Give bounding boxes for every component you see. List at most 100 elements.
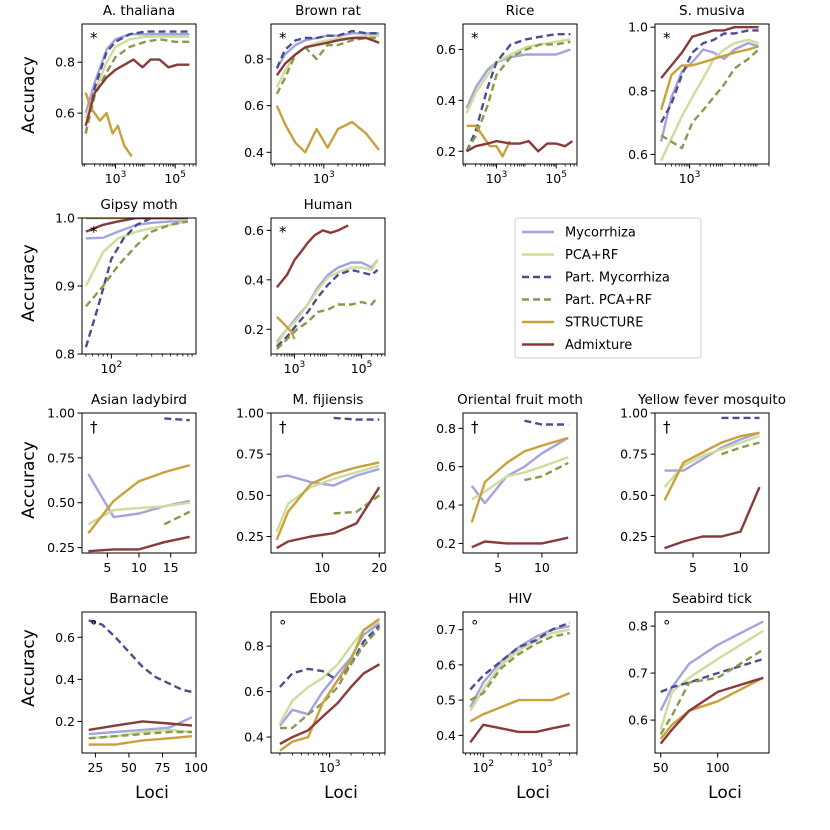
y-tick-label: 0.75 <box>47 450 75 465</box>
y-tick-label: 0.7 <box>436 622 456 637</box>
series-line-mycorrhiza <box>278 622 381 727</box>
series-group <box>88 619 193 746</box>
subplot-title: Barnacle <box>109 591 168 607</box>
y-tick-label: 1.00 <box>47 406 75 421</box>
y-tick-label: 0.6 <box>628 147 648 162</box>
series-line-part-pca-rf <box>163 510 191 526</box>
subplot-human: Human * 103 105 0.2 0.4 0.6 <box>244 197 386 376</box>
legend-label: Admixture <box>565 338 632 353</box>
series-line-pca-rf <box>84 220 189 287</box>
x-tick-label: 103 <box>486 170 508 186</box>
x-tick-label: 103 <box>105 170 127 186</box>
legend-entry-part-mycorrhiza: Part. Mycorrhiza <box>522 271 670 286</box>
subplot-title: HIV <box>508 591 532 607</box>
legend-entry-mycorrhiza: Mycorrhiza <box>522 226 636 241</box>
x-tick-label: 5 <box>494 560 502 575</box>
series-line-admixture <box>469 723 570 744</box>
series-line-part-pca-rf <box>333 494 381 515</box>
subplot-title: M. fijiensis <box>293 392 364 408</box>
subplot-title: Seabird tick <box>672 591 752 607</box>
series-line-admixture <box>279 663 380 745</box>
series-line-pca-rf <box>659 629 764 730</box>
series-line-part-pca-rf <box>524 461 569 482</box>
y-tick-label: 1.00 <box>620 406 648 421</box>
series-line-part-pca-rf <box>84 220 189 308</box>
series-line-part-mycorrhiza <box>164 417 190 422</box>
series-group <box>278 617 381 752</box>
significance-marker: * <box>90 223 98 241</box>
series-line-admixture <box>660 26 759 79</box>
series-line-admixture <box>85 218 188 233</box>
plot-frame <box>81 23 197 165</box>
significance-marker: † <box>90 418 98 436</box>
y-tick-label: 0.6 <box>436 459 456 474</box>
subplot-m-fijiensis: M. fijiensis † 10 20 0.25 0.50 0.75 1.00 <box>236 392 387 575</box>
series-line-part-mycorrhiza <box>84 30 190 134</box>
x-tick-label: 103 <box>679 170 701 186</box>
y-tick-label: 0.75 <box>236 447 264 462</box>
x-tick-label: 10 <box>131 560 147 575</box>
x-tick-label: 102 <box>101 360 123 376</box>
y-tick-label: 0.6 <box>436 42 456 57</box>
series-line-pca-rf <box>87 501 190 526</box>
y-tick-label: 1.0 <box>628 20 648 35</box>
y-axis-labels: Accuracy Accuracy Accuracy Accuracy <box>19 56 39 707</box>
y-tick-label: 0.6 <box>628 713 648 728</box>
series-line-mycorrhiza <box>659 41 759 142</box>
plot-frame <box>462 611 578 754</box>
significance-marker: ° <box>90 617 98 635</box>
legend-entry-structure: STRUCTURE <box>522 316 644 331</box>
subplot-title: Rice <box>506 3 535 19</box>
plot-frame <box>462 412 578 554</box>
series-line-admixture <box>275 224 349 288</box>
y-tick-label: 0.50 <box>236 488 264 503</box>
y-tick-label: 0.50 <box>47 495 75 510</box>
series-group <box>275 29 381 154</box>
y-tick-label: 0.8 <box>55 347 75 362</box>
x-tick-label: 20 <box>371 560 387 575</box>
y-tick-label: 0.9 <box>55 279 75 294</box>
x-tick-label: 10 <box>314 560 330 575</box>
series-line-structure <box>275 105 381 154</box>
significance-marker: ° <box>279 617 287 635</box>
series-line-admixture <box>88 535 190 553</box>
y-tick-label: 0.4 <box>436 93 456 108</box>
y-tick-label: 0.2 <box>244 322 264 337</box>
x-axis-label: Loci <box>708 783 742 803</box>
series-line-structure <box>84 92 133 158</box>
x-tick-label: 105 <box>351 360 373 376</box>
series-line-structure <box>275 461 380 541</box>
subplot-gipsy-moth: Gipsy moth* 102 0.8 0.9 1.0 <box>55 197 197 376</box>
y-tick-label: 0.6 <box>244 98 264 113</box>
y-tick-label: 0.5 <box>436 693 456 708</box>
subplot-oriental-fruit-moth: Oriental fruit moth † 5 10 0.2 0.4 0.6 0.8 <box>436 392 583 575</box>
series-line-structure <box>279 617 381 752</box>
series-line-admixture <box>276 486 381 550</box>
y-tick-label: 0.4 <box>436 728 456 743</box>
subplot-title: Oriental fruit moth <box>457 392 583 408</box>
subplot-yellow-fever-mosquito: Yellow fever mosquito † 5 10 0.25 0.50 0.75 1.0… <box>620 392 786 575</box>
series-line-part-pca-rf <box>276 296 379 350</box>
series-group <box>84 30 190 158</box>
series-line-mycorrhiza <box>659 620 764 712</box>
y-tick-label: 1.00 <box>236 406 264 421</box>
y-tick-label: 1.0 <box>55 211 75 226</box>
y-tick-label: 0.6 <box>55 106 75 121</box>
series-group <box>659 26 760 162</box>
significance-marker: † <box>663 418 671 436</box>
y-axis-label: Accuracy <box>19 629 39 707</box>
y-tick-label: 0.8 <box>244 639 264 654</box>
y-tick-label: 0.2 <box>55 714 75 729</box>
series-line-structure <box>470 436 569 523</box>
subplot-title: Yellow fever mosquito <box>637 392 786 408</box>
plot-frame <box>270 23 386 165</box>
series-line-structure <box>88 735 193 746</box>
plot-frame <box>654 23 770 165</box>
subplot-ebola: Ebola ° 103 0.4 0.6 0.8 <box>244 591 386 775</box>
significance-marker: * <box>471 29 479 47</box>
series-line-pca-rf <box>275 259 379 345</box>
series-group <box>275 224 379 350</box>
x-axis-label: Loci <box>324 783 358 803</box>
legend-entry-admixture: Admixture <box>522 338 632 353</box>
